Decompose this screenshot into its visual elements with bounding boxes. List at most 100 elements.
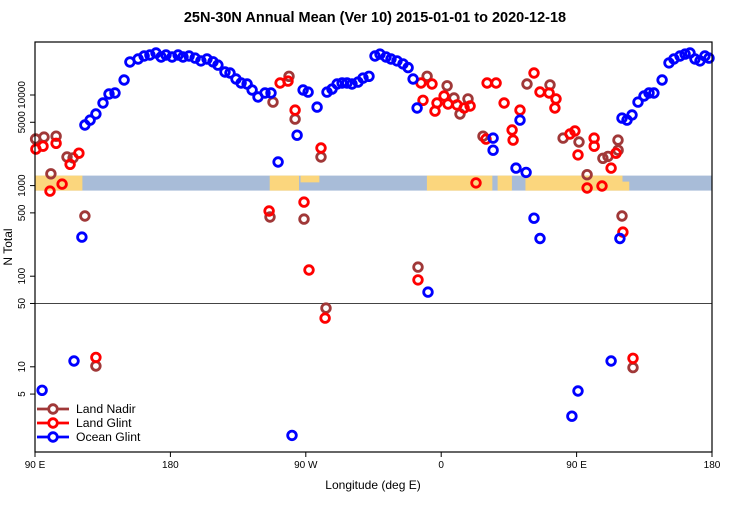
latitude-map-band: [35, 175, 712, 191]
legend-marker-land-nadir-icon: [47, 403, 59, 415]
chart-title: 25N-30N Annual Mean (Ver 10) 2015-01-01 …: [184, 10, 566, 26]
data-point: [534, 86, 546, 98]
data-point: [235, 77, 247, 89]
data-point: [627, 361, 639, 374]
data-point: [581, 182, 593, 194]
data-point: [36, 384, 48, 397]
data-point: [90, 108, 102, 120]
data-point: [286, 429, 298, 442]
data-point: [103, 88, 115, 100]
data-point: [320, 302, 332, 314]
y-tick-label: 100: [17, 267, 28, 284]
data-point: [521, 78, 533, 90]
data-point: [605, 355, 617, 367]
data-point: [656, 74, 668, 86]
data-point: [267, 96, 279, 108]
data-point: [311, 101, 323, 113]
data-point: [550, 93, 562, 105]
data-point: [632, 96, 644, 108]
data-point-layer: [29, 47, 715, 442]
y-tick-label: 5: [17, 391, 28, 397]
data-point: [464, 100, 476, 112]
data-point: [412, 274, 424, 286]
data-point: [97, 97, 109, 109]
data-point: [528, 67, 540, 79]
data-point: [573, 136, 585, 148]
data-point: [442, 98, 454, 110]
legend-marker-ocean-glint-icon: [47, 431, 59, 443]
y-tick-label: 5000: [17, 111, 28, 134]
data-point: [572, 385, 584, 397]
y-axis-title: N Total: [1, 228, 15, 265]
data-point: [363, 70, 375, 83]
data-point: [481, 77, 493, 89]
legend: Land Nadir Land Glint Ocean Glint: [37, 402, 141, 444]
data-point: [177, 51, 189, 63]
data-point: [441, 80, 453, 92]
data-point: [543, 87, 555, 99]
y-tick-label: 10000: [17, 81, 28, 109]
data-point: [605, 162, 617, 174]
data-point: [315, 151, 327, 163]
y-tick-label: 1000: [17, 174, 28, 197]
data-point: [422, 286, 434, 298]
data-point: [566, 410, 578, 422]
data-point: [549, 102, 561, 114]
x-tick-label: 90 W: [294, 460, 318, 471]
data-point: [219, 66, 231, 78]
legend-label-land-nadir: Land Nadir: [76, 402, 136, 416]
data-point: [319, 312, 331, 324]
data-point: [50, 137, 62, 150]
data-point: [490, 77, 502, 89]
data-point: [73, 147, 85, 159]
data-point: [138, 50, 150, 62]
data-point: [679, 48, 691, 60]
data-point: [160, 49, 172, 61]
data-point: [514, 114, 526, 126]
data-point: [498, 97, 510, 109]
data-point: [421, 70, 433, 83]
data-point: [572, 149, 584, 161]
series-land-glint: [30, 67, 639, 365]
data-point: [144, 49, 156, 61]
data-point: [487, 132, 499, 144]
x-tick-label: 180: [162, 460, 179, 471]
data-point: [272, 156, 284, 168]
data-point: [510, 162, 522, 174]
series-land-nadir: [29, 70, 639, 374]
data-point: [341, 77, 353, 89]
data-point: [166, 51, 178, 63]
map-band-land-segment: [300, 175, 320, 183]
axis-layer: 90 E 180 90 W 0 90 E 180 5 10 50 100 500 1000 5000 10…: [17, 41, 721, 471]
data-point: [283, 70, 295, 83]
data-point: [224, 67, 236, 79]
x-tick-label: 180: [704, 460, 721, 471]
y-tick-label: 50: [17, 297, 28, 309]
data-point: [357, 72, 369, 84]
y-tick-label: 10: [17, 361, 28, 373]
data-point: [514, 104, 526, 116]
data-point: [346, 78, 358, 90]
data-point: [534, 232, 546, 245]
data-point: [183, 50, 195, 62]
data-point: [38, 131, 50, 143]
x-tick-label: 90 E: [25, 460, 46, 471]
data-point: [528, 212, 540, 224]
map-band-land-segment: [269, 175, 300, 191]
data-point: [246, 84, 258, 96]
y-tick-label: 500: [17, 204, 28, 221]
data-point: [417, 94, 429, 107]
data-point: [109, 87, 121, 99]
data-point: [616, 210, 628, 222]
data-point: [302, 86, 314, 98]
x-tick-label: 0: [438, 460, 444, 471]
data-point: [289, 104, 301, 116]
data-point: [458, 102, 470, 114]
data-point: [470, 177, 482, 189]
data-point: [303, 264, 315, 276]
data-point: [298, 213, 310, 225]
data-point: [626, 109, 638, 121]
data-point: [569, 125, 581, 137]
plot-border: [34, 41, 713, 453]
data-point: [263, 205, 275, 217]
